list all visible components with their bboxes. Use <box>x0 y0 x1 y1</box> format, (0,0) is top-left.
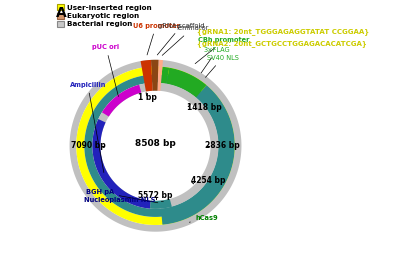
Text: {gRNA2: 20nt_GCTGCCTGGAGACACATCGA}: {gRNA2: 20nt_GCTGCCTGGAGACACATCGA} <box>197 40 367 47</box>
Text: hCas9: hCas9 <box>189 215 218 222</box>
Polygon shape <box>158 60 163 91</box>
Polygon shape <box>70 60 242 232</box>
Polygon shape <box>151 60 158 91</box>
Text: BGH pA: BGH pA <box>86 189 158 203</box>
Legend: User-inserted region, Eukaryotic region, Bacterial region: User-inserted region, Eukaryotic region,… <box>57 4 152 27</box>
Text: {gRNA1: 20nt_TGGGAGAGGTATAT CCGGAA}: {gRNA1: 20nt_TGGGAGAGGTATAT CCGGAA} <box>197 28 369 35</box>
Polygon shape <box>84 75 227 217</box>
Polygon shape <box>92 119 151 209</box>
Text: 7090 bp: 7090 bp <box>71 141 106 150</box>
Text: A: A <box>56 6 67 20</box>
Text: pUC ori: pUC ori <box>92 44 120 96</box>
Text: CBh promoter: CBh promoter <box>195 37 250 64</box>
Text: 3×FLAG: 3×FLAG <box>201 47 230 73</box>
Text: 2836 bp: 2836 bp <box>205 141 240 150</box>
Text: 1418 bp: 1418 bp <box>188 103 222 112</box>
Text: 1 bp: 1 bp <box>138 93 157 102</box>
Polygon shape <box>161 67 169 84</box>
Polygon shape <box>76 66 235 225</box>
Polygon shape <box>102 85 141 117</box>
Polygon shape <box>150 199 172 209</box>
Text: Ampicillin: Ampicillin <box>70 82 106 173</box>
Text: Teminator: Teminator <box>162 25 209 55</box>
Polygon shape <box>166 68 206 97</box>
Polygon shape <box>140 60 153 92</box>
Text: 4254 bp: 4254 bp <box>191 176 225 185</box>
Text: gRNA scaffold: gRNA scaffold <box>157 23 205 55</box>
Text: 5572 bp: 5572 bp <box>138 191 173 200</box>
Text: Nucleoplasmin NLS: Nucleoplasmin NLS <box>84 197 163 203</box>
Polygon shape <box>161 85 235 225</box>
Text: U6 promoter: U6 promoter <box>133 23 180 55</box>
Text: SV40 NLS: SV40 NLS <box>206 55 238 77</box>
Polygon shape <box>92 83 219 209</box>
Text: 8508 bp: 8508 bp <box>135 139 176 148</box>
